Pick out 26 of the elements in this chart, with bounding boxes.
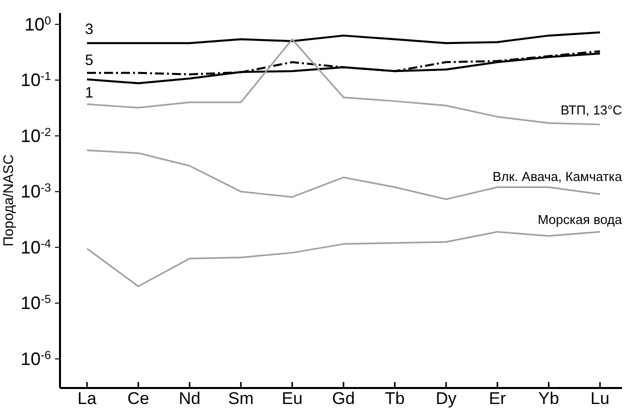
- y-tick-label: 10$^{0}$: [24, 14, 52, 34]
- x-tick-label: Dy: [436, 389, 457, 408]
- y-tick-label: 10$^{-2}$: [20, 125, 51, 146]
- series-label: 3: [85, 21, 94, 38]
- x-tick-label: Sm: [228, 389, 254, 408]
- x-tick-label: La: [78, 389, 97, 408]
- y-tick-label: 10$^{-1}$: [20, 70, 51, 90]
- x-tick-label: Eu: [282, 389, 303, 408]
- series-label: Морская вода: [538, 212, 623, 227]
- x-tick-label: Ce: [127, 389, 150, 408]
- x-tick-label: Er: [488, 389, 506, 408]
- series-label: 5: [85, 52, 94, 69]
- x-tick-label: Tb: [384, 389, 405, 408]
- y-tick-label: 10$^{-5}$: [20, 292, 52, 314]
- x-tick-label: Gd: [332, 389, 355, 408]
- series-label: 1: [85, 84, 94, 102]
- y-tick-label: 10$^{-3}$: [20, 181, 51, 202]
- series-label: ВТП, 13°C: [560, 102, 622, 118]
- y-tick-label: 10$^{-6}$: [20, 348, 51, 369]
- y-axis-title: Порода/NASC: [0, 154, 16, 246]
- x-tick-label: Lu: [590, 389, 610, 408]
- x-tick-label: Nd: [178, 389, 200, 408]
- y-tick-label: 10$^{-4}$: [20, 236, 52, 258]
- x-tick-label: Yb: [538, 389, 560, 408]
- series-label: Влк. Авача, Камчатка: [492, 169, 623, 184]
- line-series: [86, 231, 601, 288]
